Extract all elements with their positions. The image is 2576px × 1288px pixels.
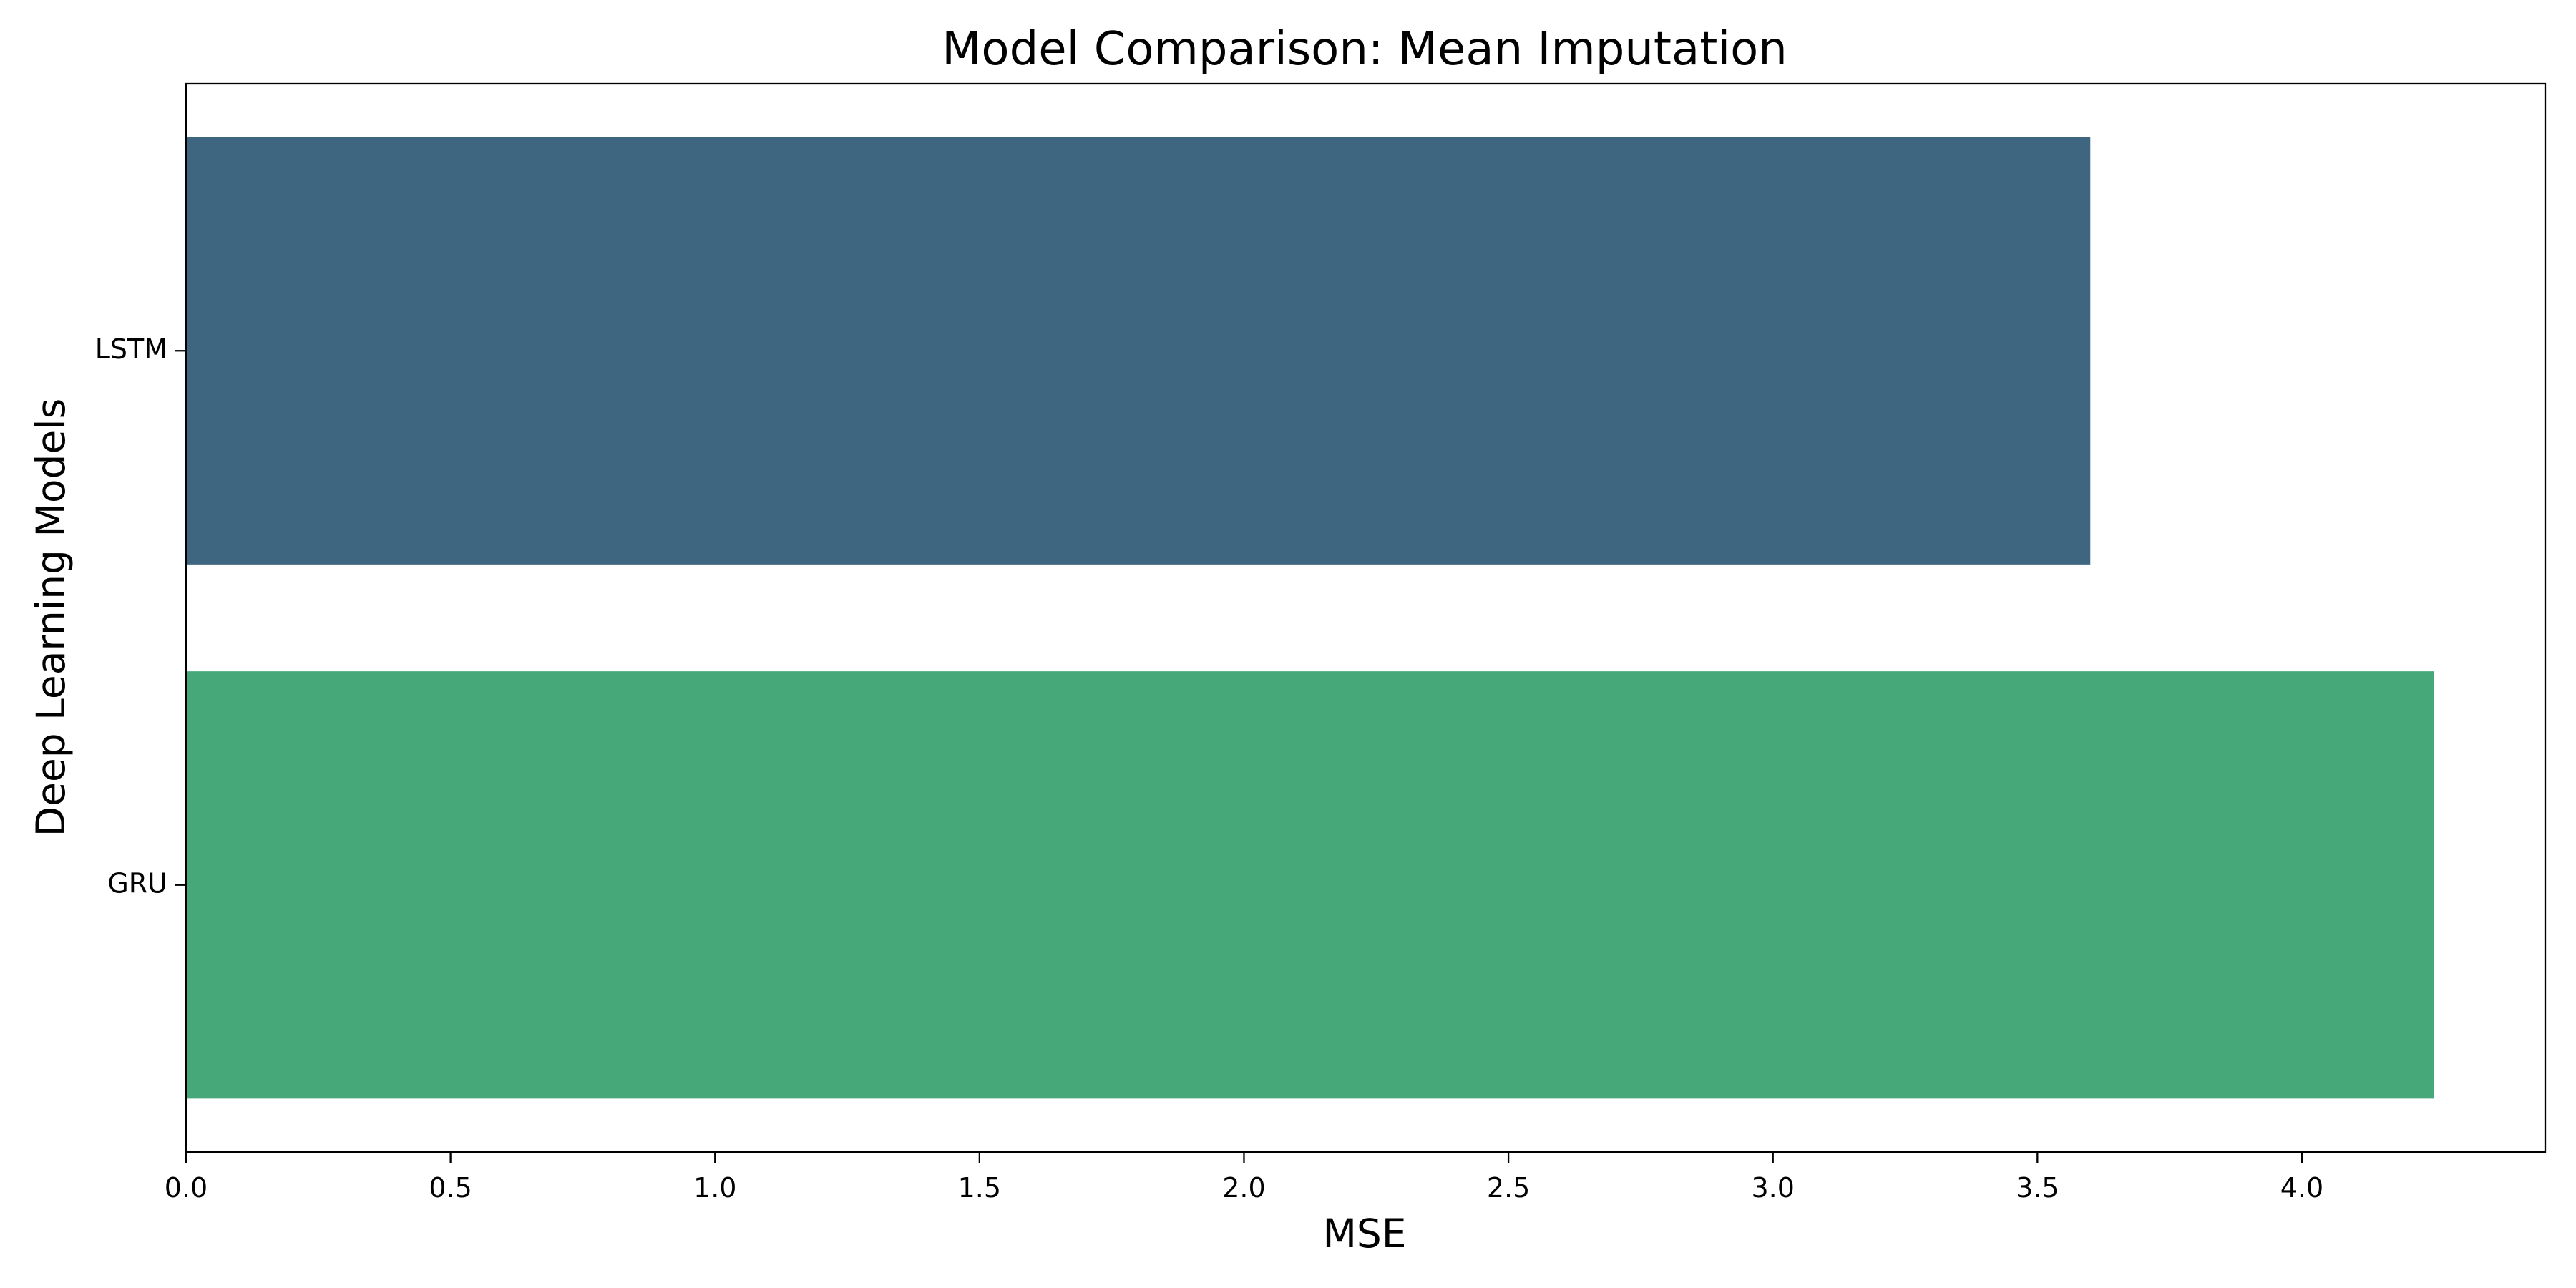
bar-gru xyxy=(186,671,2434,1099)
bars-group xyxy=(186,137,2434,1099)
x-tick-label: 0.0 xyxy=(165,1172,208,1204)
chart-title: Model Comparison: Mean Imputation xyxy=(942,23,1787,76)
x-tick-label: 1.5 xyxy=(958,1172,1001,1204)
y-axis-ticks: LSTM GRU xyxy=(95,333,186,899)
y-tick-label-lstm: LSTM xyxy=(95,333,167,365)
x-tick-label: 3.0 xyxy=(1751,1172,1794,1204)
y-tick-label-gru: GRU xyxy=(107,867,167,899)
x-axis-ticks: 0.0 0.5 1.0 1.5 2.0 2.5 3.0 3.5 4.0 xyxy=(165,1152,2323,1204)
x-tick-label: 2.5 xyxy=(1487,1172,1530,1204)
x-tick-label: 2.0 xyxy=(1222,1172,1265,1204)
x-tick-label: 3.5 xyxy=(2016,1172,2059,1204)
plot-frame xyxy=(185,82,2547,1153)
x-tick-label: 0.5 xyxy=(429,1172,472,1204)
y-axis-label: Deep Learning Models xyxy=(28,399,74,836)
x-tick-label: 1.0 xyxy=(693,1172,736,1204)
x-axis-label: MSE xyxy=(1322,1211,1406,1257)
bar-lstm xyxy=(186,137,2091,565)
x-tick-label: 4.0 xyxy=(2280,1172,2323,1204)
